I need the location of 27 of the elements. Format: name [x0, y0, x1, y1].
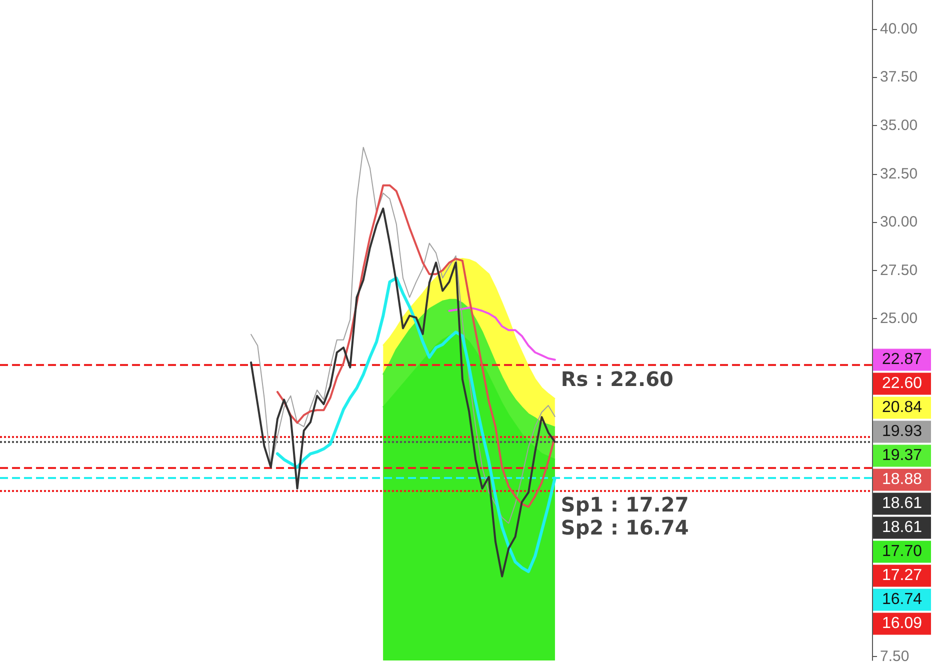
- line-series: [250, 146, 556, 524]
- text: 18.88: [882, 471, 922, 488]
- text: 17.27: [882, 567, 922, 584]
- ref-line-label: Rs : 22.60: [560, 366, 674, 391]
- line-series: [276, 184, 556, 508]
- line-series: [250, 208, 556, 578]
- text: 16.74: [882, 591, 922, 608]
- text: 17.70: [882, 543, 922, 560]
- line-series: [448, 306, 556, 361]
- y-tick-label: 32.50: [880, 165, 918, 182]
- text: 19.37: [882, 447, 922, 464]
- text: 18.61: [882, 495, 922, 512]
- y-tick-label: 7.50: [880, 648, 910, 664]
- y-tick-label: 35.00: [880, 117, 918, 134]
- text: 22.60: [882, 375, 922, 392]
- text: 22.87: [882, 351, 922, 368]
- text: 16.09: [882, 615, 922, 632]
- ref-line-label: Sp2 : 16.74: [560, 516, 689, 540]
- text: 19.93: [882, 423, 922, 440]
- y-tick-label: 30.00: [880, 214, 918, 231]
- ref-line-label: Sp1 : 17.27: [560, 492, 689, 517]
- text: 20.84: [882, 399, 922, 416]
- y-tick-label: 25.00: [880, 310, 918, 328]
- y-tick-label: 37.50: [880, 68, 918, 86]
- y-tick-label: 40.00: [880, 20, 918, 38]
- text: 18.61: [882, 519, 922, 536]
- y-tick-label: 27.50: [880, 262, 918, 279]
